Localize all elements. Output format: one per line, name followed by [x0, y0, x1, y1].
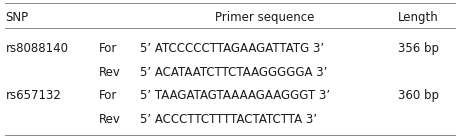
Text: Rev: Rev — [99, 113, 121, 126]
Text: 5’ ACATAATCTTCTAAGGGGGA 3’: 5’ ACATAATCTTCTAAGGGGGA 3’ — [140, 66, 327, 79]
Text: rs657132: rs657132 — [6, 89, 61, 102]
Text: rs8088140: rs8088140 — [6, 43, 68, 55]
Text: Rev: Rev — [99, 66, 121, 79]
Text: 5’ TAAGATAGTAAAAGAAGGGT 3’: 5’ TAAGATAGTAAAAGAAGGGT 3’ — [140, 89, 330, 102]
Text: SNP: SNP — [6, 11, 28, 24]
Text: 360 bp: 360 bp — [397, 89, 438, 102]
Text: For: For — [99, 89, 117, 102]
Text: Length: Length — [397, 11, 438, 24]
Text: 5’ ATCCCCCTTAGAAGATTATG 3’: 5’ ATCCCCCTTAGAAGATTATG 3’ — [140, 43, 324, 55]
Text: For: For — [99, 43, 117, 55]
Text: 5’ ACCCTTCTTTTACTATCTTA 3’: 5’ ACCCTTCTTTTACTATCTTA 3’ — [140, 113, 317, 126]
Text: Primer sequence: Primer sequence — [214, 11, 313, 24]
Text: 356 bp: 356 bp — [397, 43, 438, 55]
